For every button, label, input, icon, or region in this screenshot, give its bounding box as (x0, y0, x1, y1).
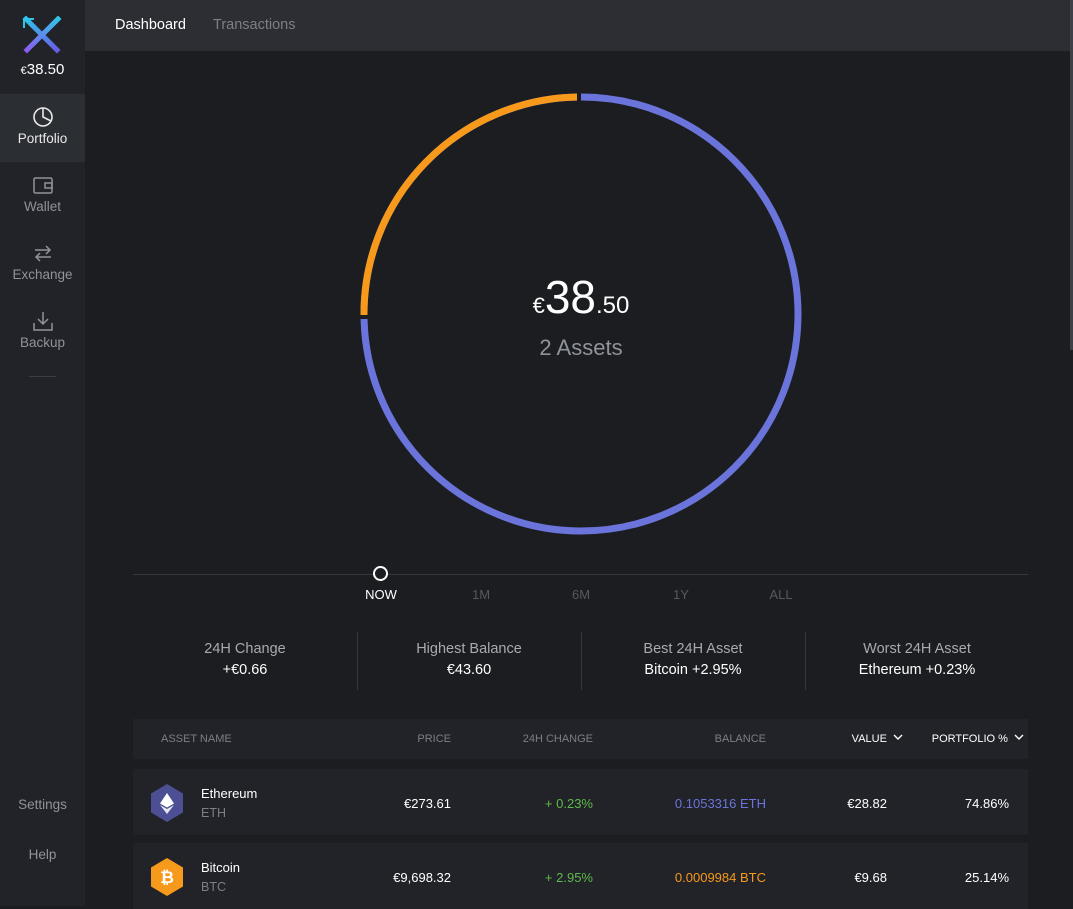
nav-wallet[interactable]: Wallet (0, 162, 85, 230)
stat-label: Worst 24H Asset (863, 641, 971, 657)
tab-dashboard[interactable]: Dashboard (115, 17, 186, 33)
stat-worst-24h-asset: Worst 24H Asset Ethereum +0.23% (805, 641, 1029, 678)
asset-price: €9,698.32 (393, 870, 451, 885)
header-portfolio-label: PORTFOLIO % (931, 733, 1008, 745)
wallet-icon (32, 177, 53, 194)
tab-transactions[interactable]: Transactions (213, 17, 296, 33)
stat-value: €43.60 (446, 662, 492, 678)
scrollbar[interactable] (1070, 0, 1073, 350)
donut-segment-bitcoin (360, 93, 578, 317)
sidebar: €38.50 Portfolio Wallet Exchange Backup … (0, 0, 85, 906)
settings-link[interactable]: Settings (18, 797, 67, 812)
chevron-down-icon (893, 734, 903, 740)
timeline-1m[interactable]: 1M (471, 587, 491, 602)
asset-price: €273.61 (404, 796, 451, 811)
asset-portfolio-percent: 25.14% (964, 870, 1009, 885)
bitcoin-icon: ₿ (151, 858, 183, 896)
portfolio-total-whole: 38 (544, 271, 597, 323)
ethereum-icon (151, 784, 183, 822)
sidebar-balance: €38.50 (0, 61, 85, 78)
stat-divider (581, 632, 582, 690)
sidebar-balance-currency: € (20, 65, 27, 77)
stat-divider (357, 632, 358, 690)
header-price[interactable]: PRICE (417, 733, 451, 745)
nav-exchange-label: Exchange (12, 267, 73, 282)
asset-balance: 0.1053316 ETH (674, 796, 766, 811)
timeline-track (133, 574, 1028, 575)
stat-24h-change: 24H Change +€0.66 (133, 641, 357, 678)
nav-portfolio-label: Portfolio (17, 131, 68, 146)
asset-balance: 0.0009984 BTC (674, 870, 766, 885)
asset-value: €28.82 (847, 796, 887, 811)
top-tab-bar: Dashboard Transactions (85, 0, 1071, 51)
timeline-marker[interactable] (373, 566, 388, 581)
table-row-bitcoin[interactable]: ₿ Bitcoin BTC €9,698.32 + 2.95% 0.000998… (133, 843, 1028, 909)
pie-chart-icon (32, 107, 53, 127)
timeline-6m[interactable]: 6M (571, 587, 591, 602)
stat-value: Bitcoin +2.95% (644, 662, 742, 678)
asset-24h-change: + 0.23% (544, 796, 593, 811)
stat-highest-balance: Highest Balance €43.60 (357, 641, 581, 678)
stat-label: Best 24H Asset (643, 641, 743, 657)
asset-symbol: BTC (201, 880, 226, 894)
help-link[interactable]: Help (28, 847, 57, 862)
nav-exchange[interactable]: Exchange (0, 230, 85, 298)
portfolio-total-fraction: .50 (596, 292, 630, 319)
table-row-ethereum[interactable]: Ethereum ETH €273.61 + 0.23% 0.1053316 E… (133, 769, 1028, 835)
timeline-all[interactable]: ALL (769, 587, 793, 602)
nav-wallet-label: Wallet (23, 199, 61, 214)
asset-24h-change: + 2.95% (544, 870, 593, 885)
asset-value: €9.68 (854, 870, 887, 885)
header-portfolio-percent[interactable]: PORTFOLIO % (932, 733, 1024, 745)
header-value-label: VALUE (851, 733, 887, 745)
portfolio-donut-chart (357, 90, 802, 535)
nav-backup-label: Backup (19, 335, 66, 350)
timeline-now[interactable]: NOW (365, 587, 397, 602)
exodus-logo-icon[interactable] (22, 16, 62, 54)
asset-name: Bitcoin (201, 860, 241, 875)
stat-best-24h-asset: Best 24H Asset Bitcoin +2.95% (581, 641, 805, 678)
portfolio-total-currency: € (532, 293, 545, 318)
chevron-down-icon (1014, 734, 1024, 740)
backup-download-icon (32, 312, 53, 331)
exchange-arrows-icon (34, 245, 51, 262)
stat-label: 24H Change (204, 641, 286, 657)
portfolio-total: €38.50 (480, 270, 682, 324)
stat-value: +€0.66 (222, 662, 268, 678)
stat-label: Highest Balance (416, 641, 522, 657)
stat-value: Ethereum +0.23% (858, 662, 976, 678)
header-asset-name[interactable]: ASSET NAME (161, 733, 232, 745)
timeline-1y[interactable]: 1Y (673, 587, 689, 602)
nav-portfolio[interactable]: Portfolio (0, 94, 85, 162)
sidebar-balance-amount: 38.50 (26, 61, 65, 78)
header-24h-change[interactable]: 24H CHANGE (522, 733, 593, 745)
header-value[interactable]: VALUE (852, 733, 903, 745)
asset-name: Ethereum (201, 786, 258, 801)
asset-table-header: ASSET NAME PRICE 24H CHANGE BALANCE VALU… (133, 719, 1028, 759)
svg-text:₿: ₿ (160, 868, 174, 888)
portfolio-asset-count: 2 Assets (539, 335, 623, 360)
header-balance[interactable]: BALANCE (714, 733, 766, 745)
asset-portfolio-percent: 74.86% (964, 796, 1009, 811)
asset-symbol: ETH (201, 806, 226, 820)
sidebar-divider (29, 376, 56, 377)
nav-backup[interactable]: Backup (0, 298, 85, 366)
stat-divider (805, 632, 806, 690)
